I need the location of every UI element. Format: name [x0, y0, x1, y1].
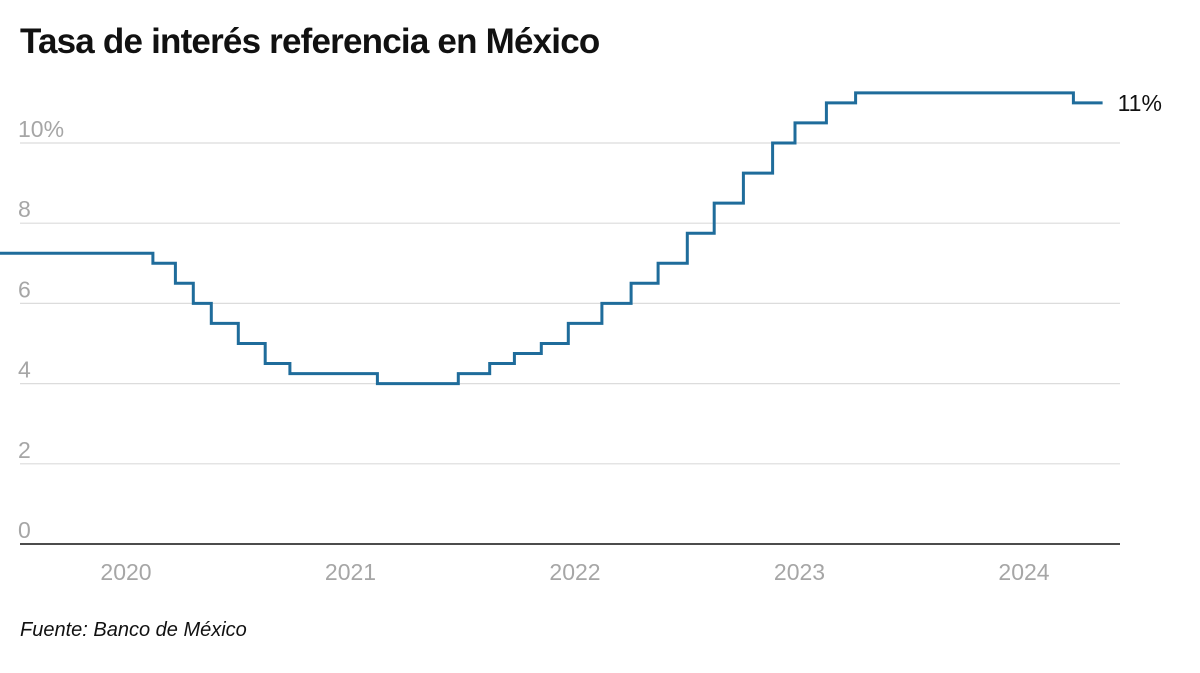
y-tick-label: 0	[18, 517, 31, 543]
series-layer	[0, 91, 1103, 386]
y-tick-label: 4	[18, 357, 31, 383]
y-tick-label: 6	[18, 276, 31, 302]
source-note: Fuente: Banco de México	[20, 619, 247, 641]
x-tick-label: 2020	[100, 559, 151, 585]
end-value-label: 11%	[1118, 90, 1162, 116]
y-axis-ticks: 0 2 4 6 8 10%	[18, 116, 64, 543]
y-tick-label: 2	[18, 437, 31, 463]
x-tick-label: 2024	[998, 559, 1049, 585]
x-axis-ticks: 2020 2021 2022 2023 2024	[100, 559, 1049, 585]
x-tick-label: 2022	[549, 559, 600, 585]
series-line	[0, 91, 1103, 386]
end-labels: 11%	[1118, 90, 1162, 116]
grid-lines	[20, 142, 1120, 545]
y-tick-label: 8	[18, 196, 31, 222]
x-tick-label: 2021	[325, 559, 376, 585]
chart-title: Tasa de interés referencia en México	[20, 22, 600, 61]
x-tick-label: 2023	[774, 559, 825, 585]
y-tick-label: 10%	[18, 116, 64, 142]
